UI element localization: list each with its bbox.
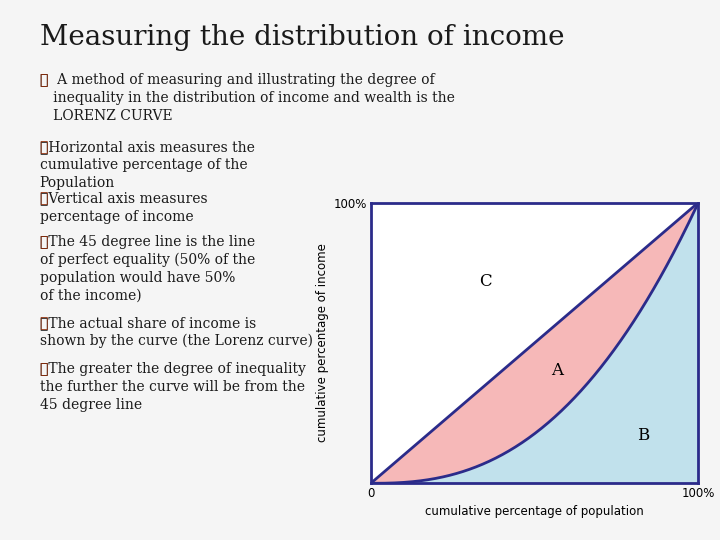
- Text: ✓The actual share of income is
shown by the curve (the Lorenz curve): ✓The actual share of income is shown by …: [40, 316, 312, 348]
- Text: ✓Horizontal axis measures the
cumulative percentage of the
Population: ✓Horizontal axis measures the cumulative…: [40, 140, 254, 190]
- Text: ✓Vertical axis measures
percentage of income: ✓Vertical axis measures percentage of in…: [40, 192, 207, 224]
- Text: A: A: [552, 362, 564, 380]
- Text: ✓: ✓: [40, 73, 48, 87]
- Text: C: C: [479, 273, 492, 289]
- Text: ✓: ✓: [40, 192, 48, 206]
- Text: ✓The 45 degree line is the line
of perfect equality (50% of the
population would: ✓The 45 degree line is the line of perfe…: [40, 235, 255, 303]
- Text: ✓  A method of measuring and illustrating the degree of
   inequality in the dis: ✓ A method of measuring and illustrating…: [40, 73, 454, 123]
- Text: ✓: ✓: [40, 316, 48, 330]
- Text: ✓: ✓: [40, 362, 48, 376]
- Text: Measuring the distribution of income: Measuring the distribution of income: [40, 24, 564, 51]
- Text: ✓: ✓: [40, 235, 48, 249]
- Text: ✓The greater the degree of inequality
the further the curve will be from the
45 : ✓The greater the degree of inequality th…: [40, 362, 305, 411]
- Text: B: B: [636, 427, 649, 444]
- Text: ✓: ✓: [40, 140, 48, 154]
- X-axis label: cumulative percentage of population: cumulative percentage of population: [426, 505, 644, 518]
- Y-axis label: cumulative percentage of income: cumulative percentage of income: [316, 244, 329, 442]
